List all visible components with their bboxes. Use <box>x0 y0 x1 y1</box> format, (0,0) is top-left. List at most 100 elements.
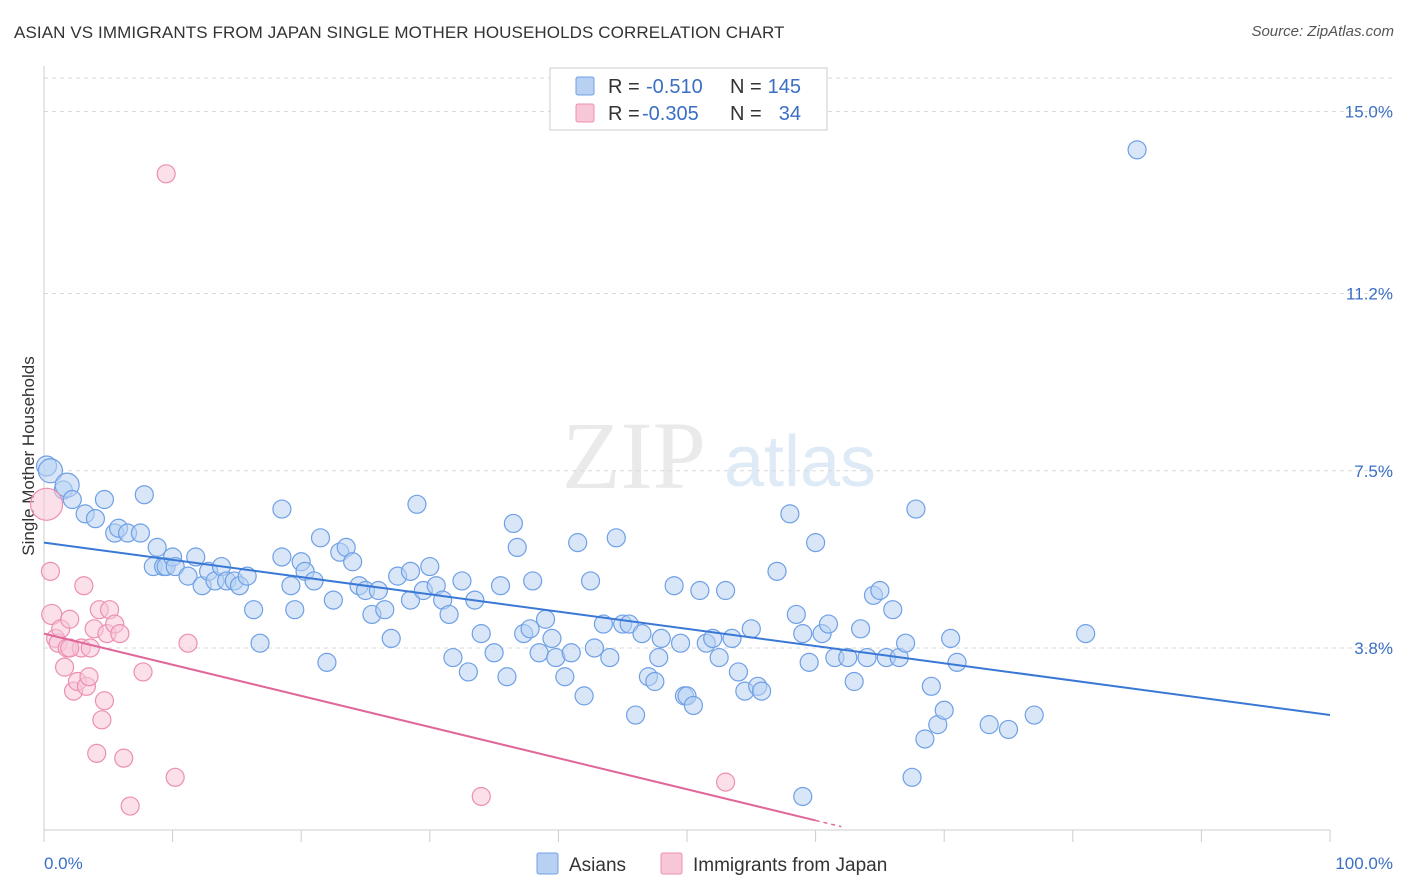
point-asians <box>786 604 806 625</box>
point-asians <box>237 566 257 586</box>
bottom-legend-swatch-japan <box>660 852 683 875</box>
point-asians <box>420 556 440 577</box>
point-asians <box>574 686 594 706</box>
y-tick-labels: 3.8% 7.5% 11.2% 15.0% <box>1345 103 1393 658</box>
trend-line-japan-extension <box>815 819 842 828</box>
point-asians <box>381 628 401 649</box>
point-japan <box>40 561 61 581</box>
stats-legend-r-label-japan: R = <box>608 103 640 125</box>
point-asians <box>606 528 626 548</box>
y-tick-label: 15.0% <box>1345 103 1393 122</box>
point-asians <box>941 628 961 649</box>
point-asians <box>600 647 620 668</box>
chart-title: ASIAN VS IMMIGRANTS FROM JAPAN SINGLE MO… <box>14 23 785 42</box>
point-asians <box>1076 624 1096 644</box>
point-asians <box>490 576 511 596</box>
y-tick-label: 3.8% <box>1354 639 1393 658</box>
point-japan <box>60 609 80 629</box>
point-japan <box>165 767 185 787</box>
point-asians <box>979 715 999 735</box>
stats-legend-r-value-japan: -0.305 <box>642 103 699 125</box>
point-asians <box>1024 705 1044 725</box>
point-asians <box>767 561 787 581</box>
point-asians <box>915 729 935 749</box>
chart-source: Source: ZipAtlas.com <box>1251 23 1394 40</box>
point-asians <box>407 494 427 514</box>
point-asians <box>593 614 614 634</box>
point-asians <box>844 671 864 692</box>
point-asians <box>896 633 916 653</box>
point-asians <box>1127 140 1147 160</box>
point-asians <box>542 628 562 649</box>
point-asians <box>902 767 922 787</box>
point-japan <box>94 691 115 711</box>
y-tick-label: 7.5% <box>1354 462 1393 481</box>
point-asians <box>323 590 343 610</box>
point-japan <box>110 624 130 644</box>
point-asians <box>458 662 478 682</box>
point-japan <box>715 772 736 792</box>
point-asians <box>818 614 839 634</box>
point-asians <box>37 458 64 484</box>
point-asians <box>580 571 601 591</box>
point-asians <box>304 571 324 591</box>
point-asians <box>507 537 527 558</box>
point-asians <box>244 600 264 620</box>
point-asians <box>883 600 903 620</box>
point-asians <box>439 604 459 625</box>
grid-lines <box>44 77 1395 649</box>
point-asians <box>561 643 581 663</box>
point-asians <box>793 786 813 807</box>
point-asians <box>62 489 82 510</box>
point-asians <box>870 580 890 601</box>
point-japan <box>74 576 94 596</box>
y-tick-label: 11.2% <box>1346 285 1393 304</box>
trend-line-japan <box>43 632 816 822</box>
point-asians <box>584 638 605 658</box>
point-asians <box>134 485 154 505</box>
point-asians <box>285 600 305 620</box>
point-asians <box>741 619 761 639</box>
watermark-atlas: atlas <box>724 422 876 502</box>
bottom-legend-label-japan: Immigrants from Japan <box>693 855 887 876</box>
stats-legend-r-label-asians: R = <box>608 76 640 98</box>
bottom-legend-swatch-asians <box>536 852 559 875</box>
point-asians <box>947 652 967 672</box>
point-japan <box>54 657 75 677</box>
point-asians <box>683 695 704 716</box>
point-asians <box>709 647 729 668</box>
watermark-zip: ZIP <box>562 402 706 509</box>
stats-legend-n-label-asians: N = <box>730 76 762 98</box>
point-japan <box>133 662 153 682</box>
bottom-legend-label-asians: Asians <box>569 855 626 876</box>
point-asians <box>94 489 115 510</box>
point-japan <box>87 743 107 763</box>
stats-legend-swatch-asians <box>575 76 595 96</box>
point-asians <box>838 647 858 668</box>
point-asians <box>568 533 588 553</box>
point-asians <box>503 513 523 534</box>
trend-lines <box>43 541 1331 828</box>
point-asians <box>165 556 185 577</box>
point-asians <box>664 576 684 596</box>
point-asians <box>632 624 652 644</box>
point-japan <box>120 796 140 816</box>
point-asians <box>250 633 270 653</box>
point-asians <box>690 580 710 601</box>
point-japan <box>29 487 64 521</box>
point-asians <box>793 624 813 644</box>
point-asians <box>272 499 292 519</box>
y-axis-label: Single Mother Households <box>19 356 38 555</box>
point-asians <box>85 509 106 529</box>
point-asians <box>934 700 954 720</box>
point-asians <box>375 600 395 620</box>
point-asians <box>649 647 669 668</box>
point-asians <box>670 633 691 653</box>
point-asians <box>805 533 826 553</box>
point-asians <box>147 537 167 558</box>
point-asians <box>799 652 819 672</box>
point-asians <box>310 528 331 548</box>
point-asians <box>443 647 463 668</box>
point-asians <box>520 619 540 639</box>
